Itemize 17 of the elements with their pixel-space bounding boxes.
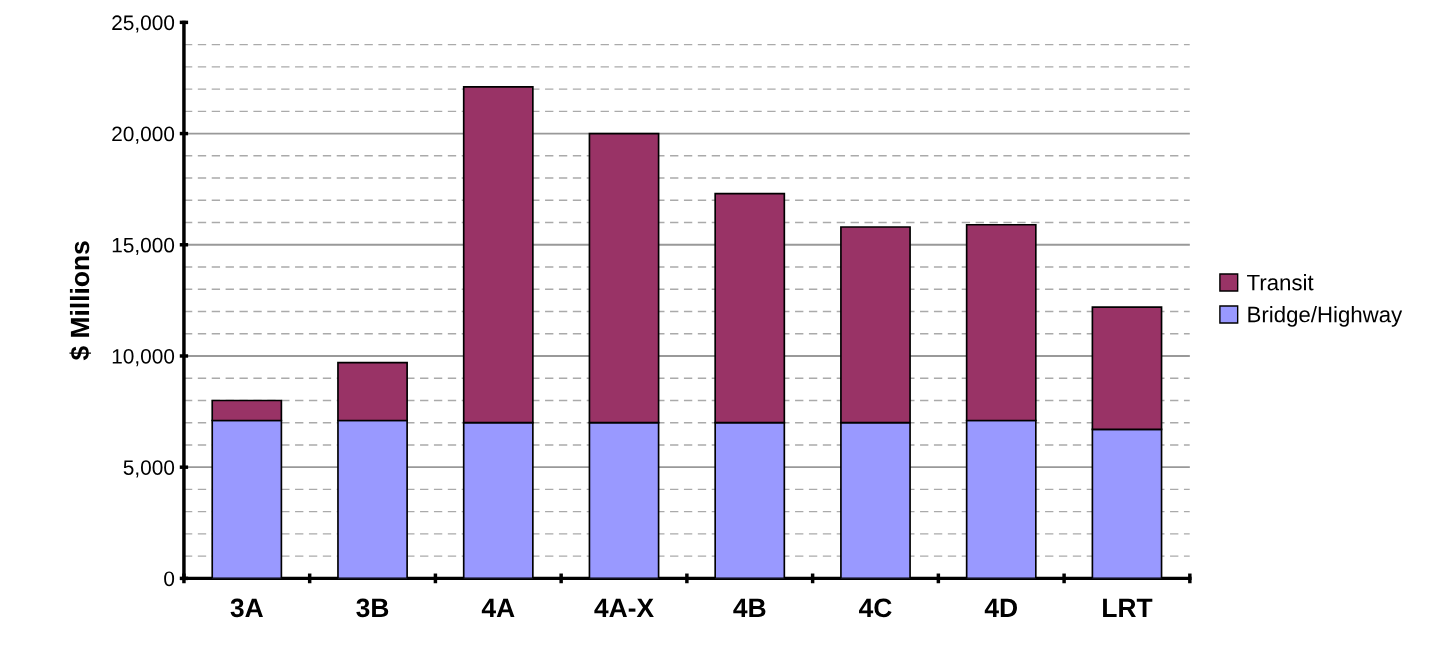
- x-tick-label: 4D: [984, 598, 1017, 617]
- x-tick-label: 3A: [230, 598, 263, 618]
- y-tick-label: 15,000: [112, 237, 175, 255]
- x-tick-label: 4A: [481, 598, 515, 617]
- y-axis-title: $ Millions: [69, 241, 92, 361]
- y-tick-label: 0: [164, 571, 175, 587]
- x-tick-label: 4A-X: [594, 598, 654, 617]
- y-tick-label: 5,000: [123, 460, 175, 478]
- y-tick-label: 10,000: [112, 348, 175, 367]
- x-tick-label: 4B: [733, 598, 766, 617]
- legend-label: Bridge/Highway: [1248, 306, 1403, 327]
- x-tick-label: 4C: [859, 598, 892, 618]
- y-tick-label: 25,000: [112, 15, 175, 33]
- x-tick-label: LRT: [1103, 598, 1153, 617]
- y-tick-label: 20,000: [112, 126, 175, 144]
- x-tick-label: 3B: [356, 598, 389, 618]
- legend-label: Transit: [1247, 274, 1314, 291]
